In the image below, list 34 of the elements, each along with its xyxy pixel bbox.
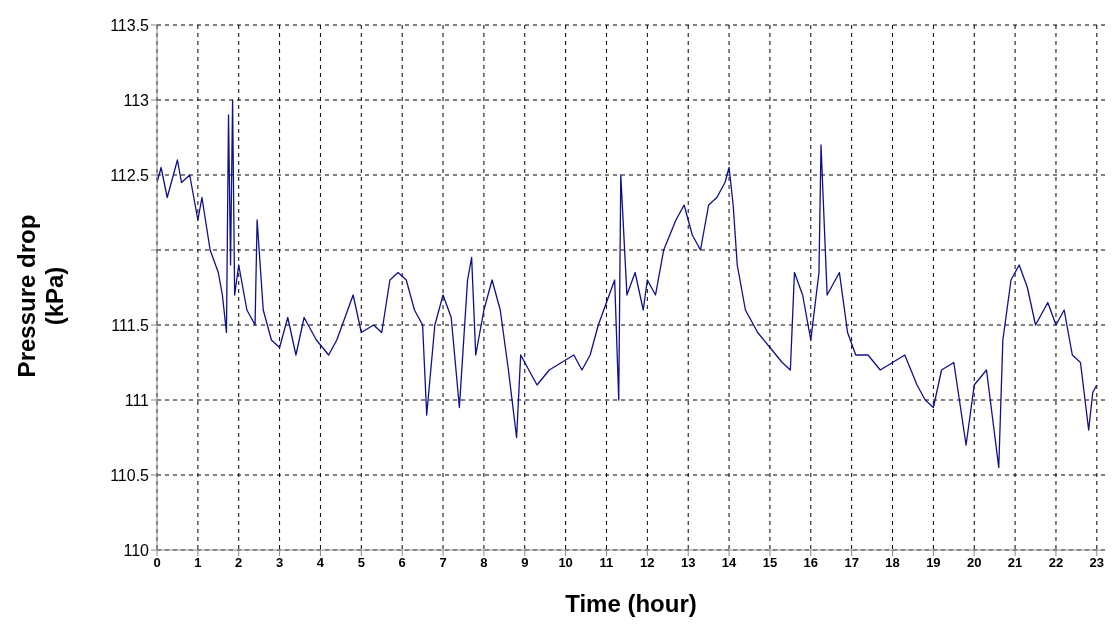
x-axis-title: Time (hour) xyxy=(565,590,697,617)
x-tick-label: 8 xyxy=(480,555,488,571)
x-tick-label: 13 xyxy=(680,555,696,571)
x-tick-label: 23 xyxy=(1089,555,1105,571)
x-tick-label: 0 xyxy=(153,555,161,571)
x-tick-label: 7 xyxy=(439,555,447,571)
line-series xyxy=(157,99,1098,469)
x-tick-label: 17 xyxy=(844,555,859,571)
x-tick-label: 3 xyxy=(275,555,284,571)
y-tick-label: 111.5 xyxy=(111,316,150,334)
x-tick-label: 18 xyxy=(885,555,900,571)
y-tick-label: 111 xyxy=(124,391,150,409)
y-tick-label: 110.5 xyxy=(110,466,150,484)
x-tick-label: 12 xyxy=(640,555,655,571)
x-tick-label: 2 xyxy=(235,555,243,571)
x-tick-label: 6 xyxy=(398,555,406,571)
x-tick-label: 14 xyxy=(721,555,738,571)
x-tick-label: 21 xyxy=(1007,555,1023,571)
y-tick-label: 113.5 xyxy=(110,16,150,34)
y-axis-title: Pressure drop (kPa) xyxy=(13,213,69,380)
x-tick-label: 1 xyxy=(194,555,202,571)
y-tick-label: 112.5 xyxy=(110,166,150,184)
x-tick-label: 22 xyxy=(1048,555,1064,571)
x-tick-label: 5 xyxy=(357,555,365,571)
x-tick-label: 19 xyxy=(926,555,941,571)
x-tick-label: 4 xyxy=(316,555,325,571)
x-tick-label: 11 xyxy=(599,555,614,571)
y-tick-label: 113 xyxy=(123,91,150,109)
x-tick-label: 9 xyxy=(521,555,529,571)
x-tick-label: 15 xyxy=(762,555,778,571)
x-tick-label: 10 xyxy=(558,555,573,571)
x-tick-label: 16 xyxy=(803,555,819,571)
y-tick-label: 110 xyxy=(123,541,150,559)
x-tick-label: 20 xyxy=(967,555,982,571)
